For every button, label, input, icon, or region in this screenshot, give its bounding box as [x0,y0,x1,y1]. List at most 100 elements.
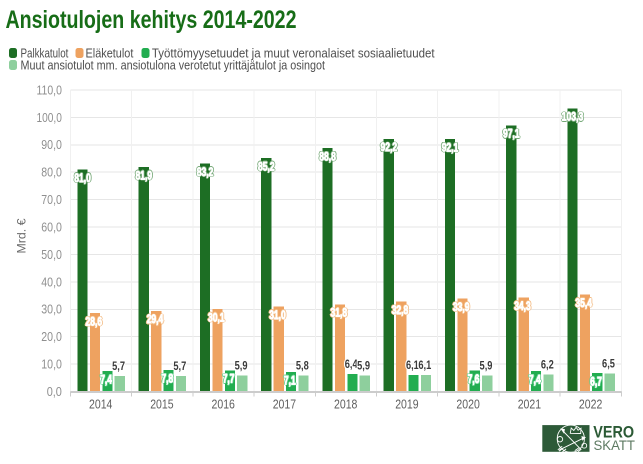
svg-text:6,2: 6,2 [541,358,554,372]
svg-text:32,8: 32,8 [393,302,410,316]
svg-text:35,4: 35,4 [577,296,594,310]
svg-text:5,7: 5,7 [111,360,124,374]
svg-text:83,2: 83,2 [196,164,213,178]
svg-text:88,8: 88,8 [319,148,336,162]
svg-text:92,1: 92,1 [443,141,460,155]
svg-text:7,4: 7,4 [528,373,540,387]
svg-text:83,2: 83,2 [198,166,215,180]
svg-text:5,7: 5,7 [111,359,124,373]
svg-text:6,5: 6,5 [603,356,616,370]
svg-text:103,3: 103,3 [563,109,585,123]
svg-text:70,0: 70,0 [41,193,62,207]
svg-text:90,0: 90,0 [41,138,62,152]
svg-text:5,7: 5,7 [173,360,186,374]
svg-text:6,5: 6,5 [602,356,615,370]
svg-text:5,9: 5,9 [479,358,492,372]
svg-text:81,0: 81,0 [74,170,91,184]
svg-text:34,3: 34,3 [513,298,530,312]
svg-text:92,1: 92,1 [443,140,460,154]
svg-text:35,4: 35,4 [575,296,592,310]
svg-text:31,8: 31,8 [330,305,347,319]
svg-text:28,6: 28,6 [86,315,103,329]
svg-text:5,7: 5,7 [113,360,126,374]
svg-text:31,8: 31,8 [331,307,348,321]
svg-text:7,8: 7,8 [161,371,173,385]
svg-text:30,1: 30,1 [208,309,225,323]
svg-text:60,0: 60,0 [41,220,62,234]
svg-text:110,0: 110,0 [37,83,62,97]
svg-text:32,8: 32,8 [392,303,409,317]
svg-text:5,9: 5,9 [235,358,248,372]
svg-text:5,9: 5,9 [357,359,370,373]
svg-text:6,7: 6,7 [591,375,603,389]
svg-text:6,4: 6,4 [345,357,358,371]
svg-text:6,1: 6,1 [407,358,420,372]
svg-text:2016: 2016 [212,397,235,411]
svg-text:28,6: 28,6 [84,314,101,328]
svg-text:34,3: 34,3 [515,299,532,313]
svg-text:35,4: 35,4 [576,295,593,309]
svg-text:5,9: 5,9 [480,359,493,373]
svg-text:7,8: 7,8 [161,373,173,387]
svg-text:7,4: 7,4 [529,373,541,387]
svg-text:6,4: 6,4 [345,358,358,372]
svg-text:35,4: 35,4 [576,297,593,311]
svg-text:88,8: 88,8 [319,149,336,163]
svg-text:7,6: 7,6 [467,372,479,386]
svg-text:7,1: 7,1 [284,372,296,386]
svg-text:7,6: 7,6 [468,371,480,385]
svg-text:6,7: 6,7 [590,373,602,387]
svg-text:Muut ansiotulot mm. ansiotulon: Muut ansiotulot mm. ansiotulona verotetu… [21,58,326,72]
svg-text:6,5: 6,5 [601,356,614,370]
svg-text:81,0: 81,0 [75,172,92,186]
svg-text:34,3: 34,3 [515,300,532,314]
svg-text:81,9: 81,9 [136,168,153,182]
svg-text:5,9: 5,9 [235,358,248,372]
svg-text:32,8: 32,8 [392,304,409,318]
svg-text:5,7: 5,7 [113,358,126,372]
svg-text:6,4: 6,4 [345,356,358,370]
svg-text:7,7: 7,7 [223,371,235,385]
svg-text:7,4: 7,4 [99,372,111,386]
svg-text:103,3: 103,3 [562,110,584,124]
svg-text:81,0: 81,0 [73,171,90,185]
svg-text:30,1: 30,1 [209,311,226,325]
svg-text:100,0: 100,0 [37,111,62,125]
svg-text:31,0: 31,0 [268,308,285,322]
svg-text:103,3: 103,3 [562,109,584,123]
svg-text:33,9: 33,9 [454,301,471,315]
svg-text:6,5: 6,5 [601,358,614,372]
svg-text:5,7: 5,7 [173,358,186,372]
svg-text:81,0: 81,0 [75,170,92,184]
svg-text:28,6: 28,6 [86,316,103,330]
svg-text:2018: 2018 [334,397,357,411]
svg-text:7,8: 7,8 [161,371,173,385]
svg-text:7,8: 7,8 [161,370,173,384]
svg-text:30,1: 30,1 [209,310,226,324]
svg-text:7,4: 7,4 [100,373,112,387]
svg-text:28,6: 28,6 [85,314,102,328]
svg-text:6,1: 6,1 [407,357,420,371]
svg-text:92,1: 92,1 [441,141,458,155]
svg-text:7,8: 7,8 [162,371,174,385]
svg-text:7,6: 7,6 [468,372,480,386]
svg-text:6,1: 6,1 [418,359,431,373]
svg-text:7,7: 7,7 [222,371,234,385]
svg-text:6,1: 6,1 [407,359,420,373]
svg-text:Ansiotulojen kehitys 2014-2022: Ansiotulojen kehitys 2014-2022 [6,6,297,34]
svg-text:7,8: 7,8 [162,372,174,386]
svg-text:33,9: 33,9 [452,301,469,315]
svg-text:7,7: 7,7 [224,372,236,386]
svg-text:6,1: 6,1 [418,357,431,371]
svg-text:92,1: 92,1 [442,142,459,156]
svg-text:5,9: 5,9 [480,358,493,372]
svg-text:35,4: 35,4 [575,297,592,311]
svg-text:83,2: 83,2 [197,164,214,178]
svg-text:31,0: 31,0 [270,309,287,323]
svg-text:5,9: 5,9 [358,358,371,372]
svg-text:6,2: 6,2 [540,358,553,372]
svg-text:97,1: 97,1 [504,128,521,142]
svg-text:29,4: 29,4 [148,313,165,327]
svg-text:VERO: VERO [593,423,634,442]
svg-text:34,3: 34,3 [513,300,530,314]
